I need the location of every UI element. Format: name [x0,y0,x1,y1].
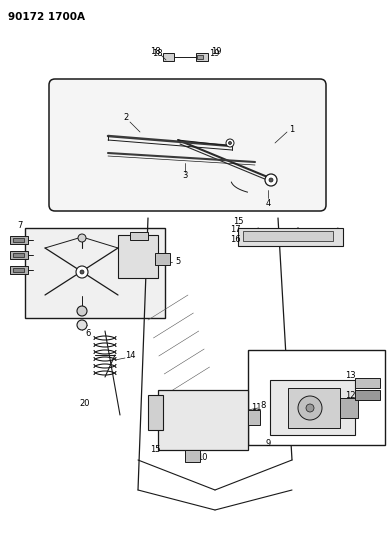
Bar [163,53,174,61]
Text: 8: 8 [260,401,266,410]
Text: 90172 1700A: 90172 1700A [8,12,85,22]
Bar [118,235,158,278]
Circle shape [80,270,84,274]
Bar [10,266,28,274]
Text: 14: 14 [125,351,135,360]
Text: 5: 5 [176,257,181,266]
Text: 12: 12 [345,392,355,400]
Text: 10: 10 [197,454,207,463]
Bar [10,236,28,244]
Bar [13,268,24,272]
Circle shape [77,306,87,316]
Bar [340,398,358,418]
Text: 1: 1 [289,125,295,133]
Text: 7: 7 [17,221,23,230]
Circle shape [78,234,86,242]
Text: 18: 18 [150,47,160,56]
Bar [148,395,163,430]
Text: 4: 4 [265,199,271,208]
Bar [196,53,208,61]
Bar [248,350,385,445]
Text: 20: 20 [80,399,90,408]
Text: 17: 17 [230,225,240,235]
Bar [13,238,24,242]
Bar [288,388,340,428]
Text: 9: 9 [265,440,271,448]
Text: 16: 16 [230,236,240,245]
Bar [197,55,203,59]
Circle shape [226,139,234,147]
Text: 11: 11 [251,403,261,413]
Text: 15: 15 [233,217,243,227]
Circle shape [265,174,277,186]
Bar [243,231,333,241]
Text: 19: 19 [211,47,221,56]
Bar [155,253,170,265]
Circle shape [269,178,273,182]
Text: 2: 2 [124,114,129,123]
Bar [25,228,165,318]
Circle shape [298,396,322,420]
Text: 13: 13 [345,372,355,381]
Bar [130,232,148,240]
Bar [355,378,380,388]
Bar [10,251,28,259]
Circle shape [76,266,88,278]
Bar [158,390,248,450]
Text: 18: 18 [152,49,162,58]
Circle shape [228,141,231,144]
Text: 3: 3 [182,172,188,181]
Text: 19: 19 [209,49,219,58]
Bar [238,228,343,246]
Circle shape [77,320,87,330]
FancyBboxPatch shape [49,79,326,211]
Circle shape [306,404,314,412]
Text: 6: 6 [85,329,91,338]
Bar [355,390,380,400]
Bar [185,450,200,462]
Bar [248,410,260,425]
Text: 15: 15 [150,446,160,455]
Bar [13,253,24,257]
Bar [270,380,355,435]
